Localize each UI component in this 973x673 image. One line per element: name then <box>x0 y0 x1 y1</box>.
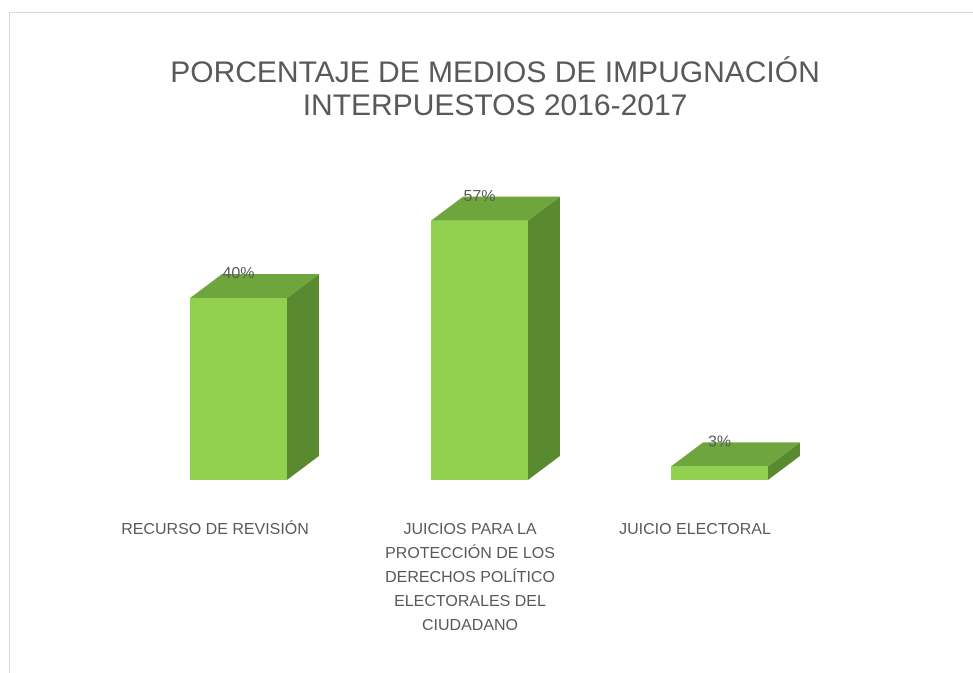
bar-side <box>287 274 319 480</box>
value-label: 3% <box>708 434 731 451</box>
bar-top <box>190 274 319 298</box>
value-label: 57% <box>463 188 495 205</box>
bar-top <box>671 442 800 467</box>
x-tick-label: RECURSO DE REVISIÓN <box>121 521 309 538</box>
chart-title: PORCENTAJE DE MEDIOS DE IMPUGNACIÓN INTE… <box>170 56 820 122</box>
bar-front <box>190 298 287 480</box>
bar <box>190 274 319 480</box>
bar-front <box>671 466 768 480</box>
x-tick-label: JUICIO ELECTORAL <box>619 521 771 538</box>
bar-side <box>768 442 800 480</box>
value-label: 40% <box>222 265 254 282</box>
x-tick-label: JUICIOS PARA LA PROTECCIÓN DE LOS DERECH… <box>385 521 555 634</box>
bar <box>431 196 560 480</box>
bar-front <box>431 220 528 480</box>
bar-side <box>528 196 560 480</box>
bar <box>671 442 800 480</box>
bar-top <box>431 196 560 221</box>
